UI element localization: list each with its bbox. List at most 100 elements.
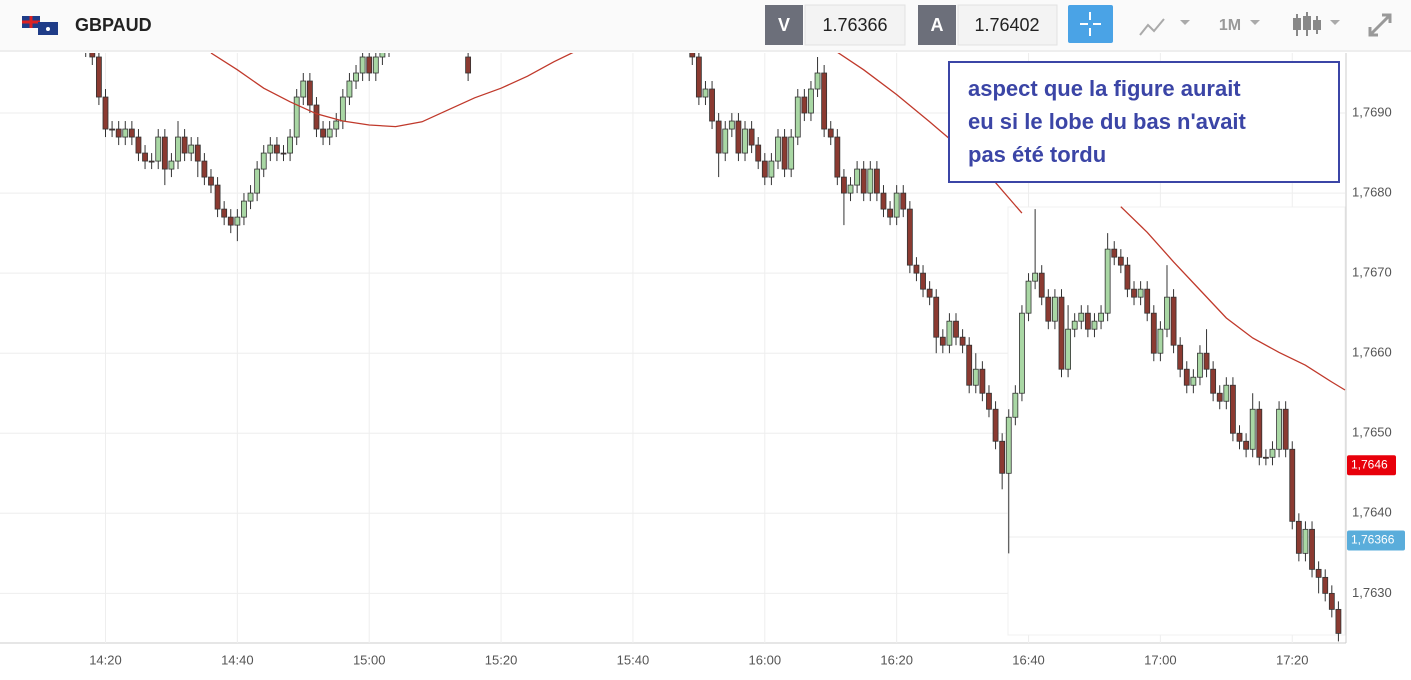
candle-body [1032,272,1039,282]
candle-body [1025,280,1032,314]
candle-body [102,96,109,130]
candle-type-button[interactable] [1293,12,1340,36]
candle-body [1157,328,1164,354]
candle-body [906,208,913,266]
candle-body [280,152,287,155]
annotation-text: pas été tordu [968,142,1106,167]
x-tick-label: 17:20 [1276,652,1309,667]
candle-body [175,136,181,162]
candle-body [1005,416,1012,474]
annotation-text: aspect que la figure aurait [968,76,1241,101]
y-tick-label: 1,7640 [1352,505,1392,520]
y-tick-label: 1,7650 [1352,425,1392,440]
candle-body [893,192,900,218]
candle-body [1295,520,1302,554]
chart-type-button[interactable] [1139,18,1190,36]
candle-body [999,440,1006,474]
timeframe[interactable]: 1M [1219,17,1241,34]
candle-body [379,53,386,58]
candle-body [1065,328,1071,370]
price-tag-label: 1,76366 [1351,533,1395,547]
plot-area [85,53,1346,642]
x-tick-label: 15:00 [353,652,386,667]
candle-body [1078,312,1085,322]
crosshair-button[interactable] [1068,5,1113,43]
sell-price-box [804,4,906,46]
candle-body [1276,408,1282,450]
candle-body [1269,448,1276,458]
candle-body [306,80,313,106]
candle-body [214,184,221,210]
x-tick-label: 17:00 [1144,652,1177,667]
candle-body [1052,296,1058,322]
candle-body [122,128,129,138]
price-tag [1347,455,1396,476]
candle-body [1309,528,1315,570]
candle-body [953,320,959,338]
candle-body [1183,368,1190,386]
sell-button[interactable] [765,5,803,45]
annotation-box [948,61,1340,183]
candle-body [1111,248,1118,258]
candle-body [168,160,175,170]
candle-body [320,128,326,138]
candle-body [1216,392,1223,402]
buy-price-box [957,4,1058,46]
candle-body [808,88,814,114]
candle-body [1150,312,1157,354]
candle-body [788,136,795,170]
candle-body [148,160,155,163]
candle-body [913,264,920,274]
candle-body [1084,312,1091,330]
candle-body [234,216,241,226]
candle-body [887,208,893,218]
sell-label: V [778,15,790,35]
candle-body [1019,312,1025,394]
candle-body [827,128,834,138]
price-tag [1347,530,1405,551]
candle-body [155,136,162,162]
candle-body [801,96,808,114]
candle-body [333,120,340,130]
candle-body [972,368,979,386]
candle-body [1170,296,1177,346]
candle-body [715,120,722,154]
candle-body [1322,576,1329,594]
flag-icon [22,16,58,35]
candle-body [1091,320,1098,330]
candle-body [814,72,821,90]
buy-button[interactable] [918,5,956,45]
candle-body [1249,408,1256,450]
candle-body [1210,368,1217,394]
candle-body [1289,448,1296,522]
annotation-text: eu si le lobe du bas n'avait [968,109,1247,134]
candle-body [992,408,999,442]
candle-body [260,152,267,170]
candle-body [1302,528,1309,554]
candle-body [135,136,142,154]
candle-body [142,152,148,162]
candle-body [326,128,333,138]
candle-body [359,56,366,74]
y-tick-label: 1,7680 [1352,185,1392,200]
candle-body [1203,352,1210,370]
candle-body [89,53,96,58]
candle-body [372,56,379,74]
candle-body [781,136,788,170]
candle-body [181,136,188,154]
candle-body [755,144,762,162]
candle-body [709,88,715,122]
x-tick-label: 14:40 [221,652,254,667]
candle-body [794,96,801,138]
candle-body [689,53,696,58]
candle-body [313,104,320,130]
candle-body [95,56,102,98]
candle-body [1230,384,1236,434]
candle-body [1197,352,1203,378]
candle-body [1124,264,1131,290]
expand-button[interactable] [1368,13,1392,37]
candle-body [194,144,201,162]
candle-body [274,144,280,154]
sell-price: 1.76366 [822,15,887,35]
